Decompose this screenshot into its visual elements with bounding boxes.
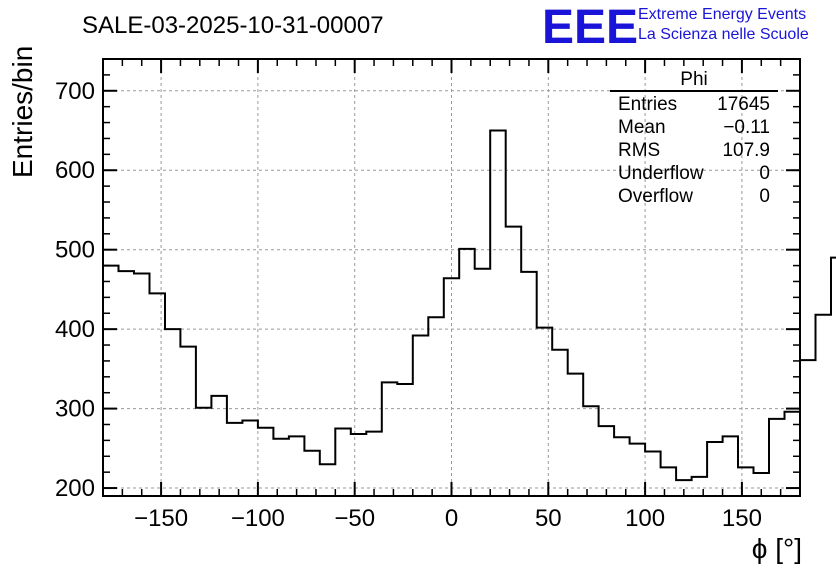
histogram-line <box>103 129 836 482</box>
stats-label: Underflow <box>618 163 704 184</box>
y-tick-label: 600 <box>55 157 95 184</box>
stats-rows: Entries 17645 Mean −0.11 RMS 107.9 Underflow 0 O… <box>618 94 770 207</box>
y-axis-label: Entries/bin <box>7 46 38 178</box>
stats-label: Mean <box>618 117 666 138</box>
stats-value: 17645 <box>717 94 770 115</box>
y-tick-label: 200 <box>55 475 95 502</box>
stats-value: 0 <box>759 186 770 207</box>
y-tick-label: 300 <box>55 396 95 423</box>
x-tick-label: 150 <box>722 505 762 532</box>
stats-label: RMS <box>618 140 660 161</box>
y-tick-label: 400 <box>55 316 95 343</box>
stats-title: Phi <box>680 69 707 90</box>
stats-value: 0 <box>759 163 770 184</box>
x-tick-label: 0 <box>445 505 458 532</box>
x-tick-label: −100 <box>231 505 285 532</box>
x-axis-label: ϕ [°] <box>752 533 802 564</box>
logo-line-2: La Scienza nelle Scuole <box>638 26 809 43</box>
stats-value: −0.11 <box>723 117 770 138</box>
chart-title: SALE-03-2025-10-31-00007 <box>82 12 384 39</box>
y-tick-label: 700 <box>55 78 95 105</box>
eee-logo-mark: EEE <box>542 1 638 54</box>
stats-box: Phi Entries 17645 Mean −0.11 RMS 107.9 Underfl… <box>610 69 778 207</box>
stats-label: Overflow <box>618 186 693 207</box>
stats-value: 107.9 <box>722 140 770 161</box>
axis-layer: −150 −100 −50 0 50 100 150 200 300 400 500 600 700 <box>55 58 801 532</box>
eee-logo: EEE Extreme Energy Events La Scienza nel… <box>542 1 809 54</box>
logo-line-1: Extreme Energy Events <box>638 6 806 23</box>
stats-label: Entries <box>618 94 677 115</box>
y-tick-label: 500 <box>55 237 95 264</box>
x-tick-label: 50 <box>535 505 562 532</box>
plot-frame <box>102 58 801 497</box>
x-tick-label: −150 <box>134 505 188 532</box>
x-tick-label: 100 <box>625 505 665 532</box>
x-tick-label: −50 <box>334 505 375 532</box>
